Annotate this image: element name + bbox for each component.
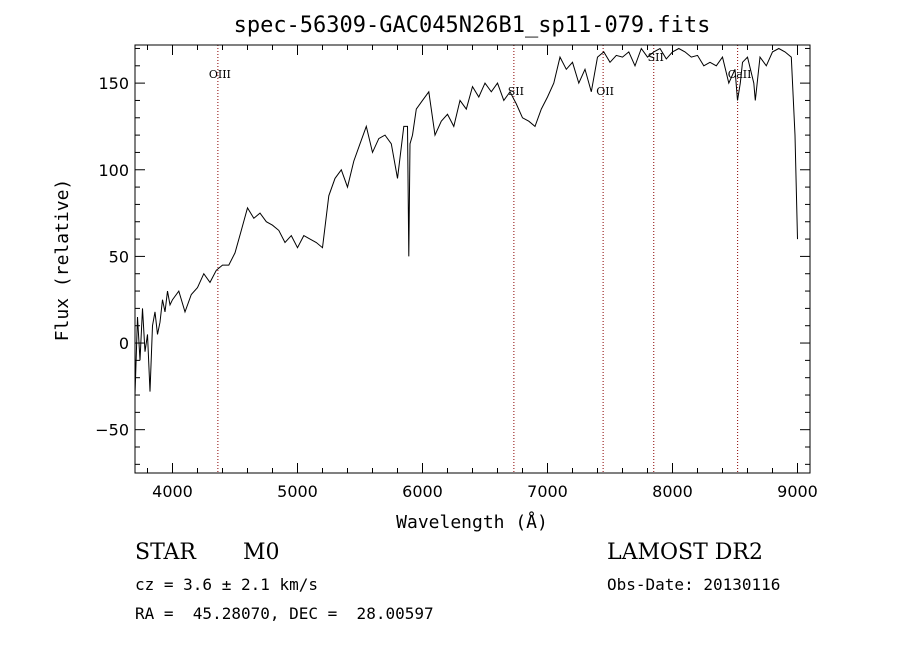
y-tick-label: −50 xyxy=(95,421,129,440)
spectral-line-label: SII xyxy=(648,51,664,64)
redshift-text: cz = 3.6 ± 2.1 km/s xyxy=(135,575,319,594)
spectrum-series-line xyxy=(134,47,798,396)
y-tick-label: 0 xyxy=(119,334,129,353)
spectral-line-label: OII xyxy=(596,85,614,98)
coordinates-text: RA = 45.28070, DEC = 28.00597 xyxy=(135,604,434,623)
x-tick-label: 4000 xyxy=(152,482,193,501)
spectral-line-label: OIII xyxy=(209,68,231,81)
object-class: STAR xyxy=(135,540,196,565)
x-tick-label: 5000 xyxy=(277,482,318,501)
chart-title: spec-56309-GAC045N26B1_sp11-079.fits xyxy=(234,13,711,38)
y-axis-label: Flux (relative) xyxy=(52,179,73,342)
plot-frame xyxy=(134,44,811,474)
x-tick-label: 8000 xyxy=(652,482,693,501)
object-subclass: M0 xyxy=(243,540,280,565)
x-tick-label: 7000 xyxy=(527,482,568,501)
x-axis-label: Wavelength (Å) xyxy=(396,511,548,533)
y-tick-label: 50 xyxy=(109,247,129,266)
y-tick-label: 100 xyxy=(98,161,129,180)
x-tick-label: 6000 xyxy=(402,482,443,501)
axis-ticks: 4000 5000 6000 7000 8000 9000 −50 0 50 100 150 xyxy=(95,45,818,501)
spectral-line-label: CaII xyxy=(728,68,752,81)
observation-date: Obs-Date: 20130116 xyxy=(607,575,781,594)
y-tick-label: 150 xyxy=(98,74,129,93)
x-tick-label: 9000 xyxy=(777,482,818,501)
survey-name: LAMOST DR2 xyxy=(607,540,763,565)
